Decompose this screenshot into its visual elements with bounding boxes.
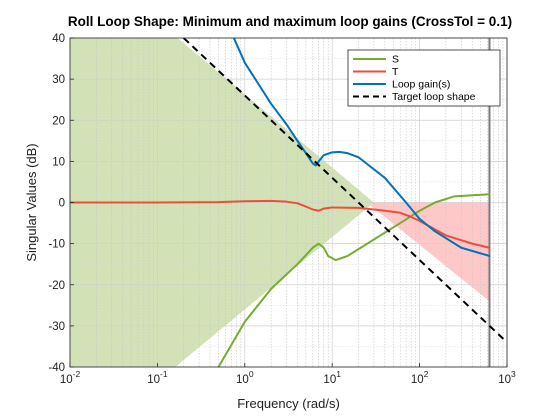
x-tick-exponent: -2 bbox=[73, 369, 81, 379]
x-tick-exponent: 1 bbox=[336, 369, 341, 379]
series-line-t bbox=[70, 199, 491, 249]
x-tick-base: 10 bbox=[60, 374, 73, 386]
x-tick-base: 10 bbox=[236, 374, 249, 386]
series-line-loop-gain-s bbox=[232, 38, 491, 257]
series-line-s bbox=[217, 193, 491, 367]
legend-label: S bbox=[392, 54, 399, 66]
x-tick-label: 10-1 bbox=[147, 369, 168, 386]
x-tick-base: 10 bbox=[411, 374, 424, 386]
x-tick-label: 103 bbox=[498, 369, 516, 386]
y-tick-label: -20 bbox=[48, 280, 65, 292]
y-tick-label: 0 bbox=[59, 198, 65, 210]
y-tick-label: 30 bbox=[52, 74, 65, 86]
y-tick-label: -10 bbox=[48, 239, 65, 251]
chart-title: Roll Loop Shape: Minimum and maximum loo… bbox=[68, 14, 512, 29]
x-axis-label: Frequency (rad/s) bbox=[237, 396, 340, 411]
y-axis-label: Singular Values (dB) bbox=[24, 143, 39, 261]
y-tick-label: -30 bbox=[48, 321, 65, 333]
y-tick-label: 10 bbox=[52, 156, 65, 168]
x-tick-label: 10-2 bbox=[60, 369, 81, 386]
y-tick-label: 40 bbox=[52, 33, 65, 45]
legend-label: Target loop shape bbox=[392, 91, 476, 103]
y-tick-labels: -40 -30 -20 -10 0 10 20 30 40 bbox=[48, 33, 74, 374]
x-tick-exponent: 0 bbox=[249, 369, 254, 379]
legend-label: Loop gain(s) bbox=[392, 79, 450, 91]
x-tick-label: 101 bbox=[323, 369, 341, 386]
legend-label: T bbox=[392, 66, 399, 78]
x-tick-label: 102 bbox=[411, 369, 429, 386]
x-tick-base: 10 bbox=[147, 374, 160, 386]
x-tick-label: 100 bbox=[236, 369, 254, 386]
x-tick-labels: 10-2 10-1 100 101 102 103 bbox=[60, 363, 516, 386]
y-tick-label: -40 bbox=[48, 362, 65, 374]
x-tick-base: 10 bbox=[498, 374, 511, 386]
x-tick-exponent: 3 bbox=[511, 369, 516, 379]
y-tick-label: 20 bbox=[52, 115, 65, 127]
series-layer bbox=[70, 38, 507, 367]
x-tick-base: 10 bbox=[323, 374, 336, 386]
series-line-target-loop-shape bbox=[183, 38, 507, 344]
max-gain-region bbox=[366, 202, 490, 302]
x-tick-exponent: -1 bbox=[160, 369, 168, 379]
x-tick-exponent: 2 bbox=[424, 369, 429, 379]
